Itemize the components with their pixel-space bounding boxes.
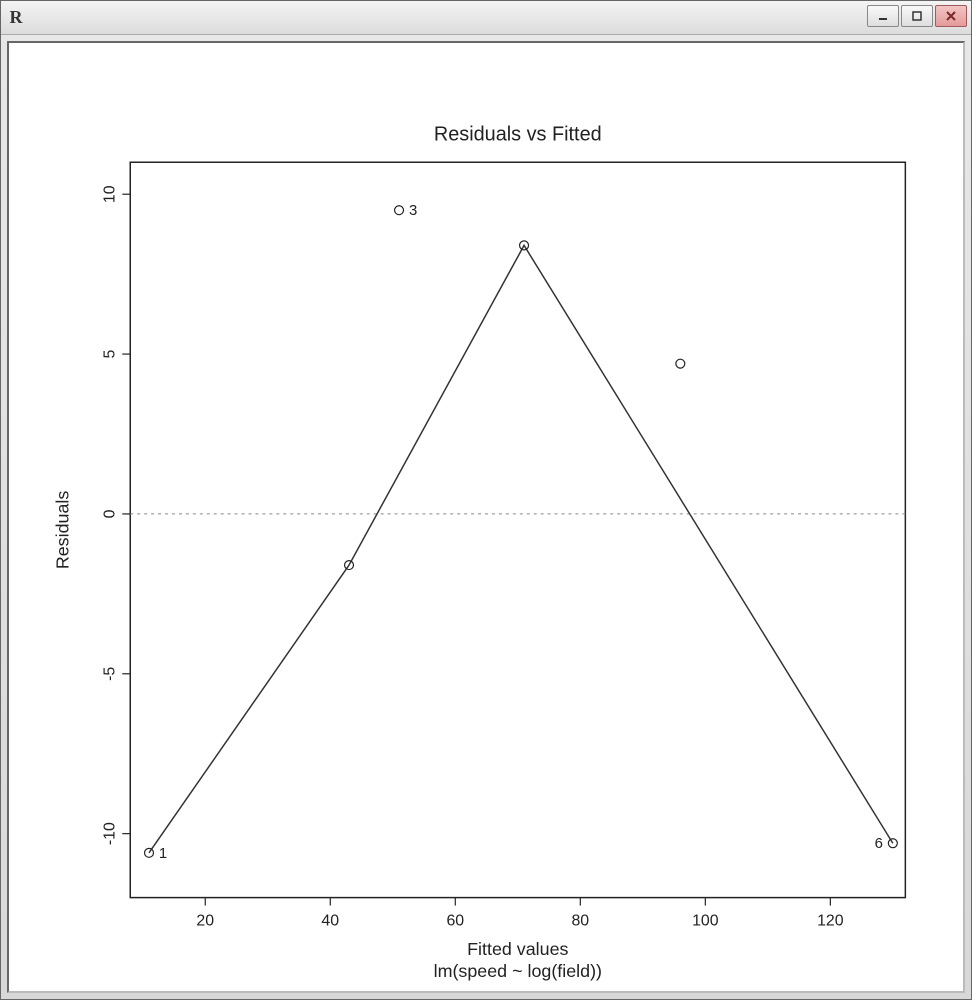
point-label: 1 bbox=[159, 846, 167, 862]
app-window: R 20 40 60 80 100 120 -10 -5 0 5 10 Residuals vs Fi… bbox=[0, 0, 972, 1000]
x-axis-label: Fitted values bbox=[467, 939, 568, 959]
y-tick-label: -10 bbox=[101, 822, 118, 845]
x-tick-label: 100 bbox=[692, 912, 719, 929]
minimize-button[interactable] bbox=[867, 5, 899, 27]
x-tick-label: 120 bbox=[817, 912, 844, 929]
chart-title: Residuals vs Fitted bbox=[434, 123, 602, 145]
point-label: 6 bbox=[875, 836, 883, 852]
y-tick-label: 5 bbox=[101, 349, 118, 358]
y-tick-label: 0 bbox=[101, 509, 118, 518]
plot-frame: 20 40 60 80 100 120 -10 -5 0 5 10 Residuals vs Fitt… bbox=[7, 41, 965, 993]
x-tick-label: 80 bbox=[571, 912, 589, 929]
close-icon bbox=[945, 10, 957, 22]
app-icon: R bbox=[7, 9, 25, 27]
maximize-button[interactable] bbox=[901, 5, 933, 27]
model-sublabel: lm(speed ~ log(field)) bbox=[434, 961, 602, 981]
titlebar[interactable]: R bbox=[1, 1, 971, 35]
window-controls bbox=[867, 5, 967, 27]
plot-area: 20 40 60 80 100 120 -10 -5 0 5 10 Residuals vs Fitt… bbox=[9, 43, 963, 991]
y-tick-label: 10 bbox=[101, 185, 118, 203]
x-tick-label: 20 bbox=[196, 912, 214, 929]
minimize-icon bbox=[877, 10, 889, 22]
y-tick-label: -5 bbox=[101, 667, 118, 681]
x-tick-label: 40 bbox=[321, 912, 339, 929]
close-button[interactable] bbox=[935, 5, 967, 27]
x-tick-label: 60 bbox=[446, 912, 464, 929]
y-axis-label: Residuals bbox=[53, 491, 73, 570]
residuals-vs-fitted-chart: 20 40 60 80 100 120 -10 -5 0 5 10 Residuals vs Fitt… bbox=[9, 43, 963, 991]
point-label: 3 bbox=[409, 203, 417, 219]
maximize-icon bbox=[911, 10, 923, 22]
